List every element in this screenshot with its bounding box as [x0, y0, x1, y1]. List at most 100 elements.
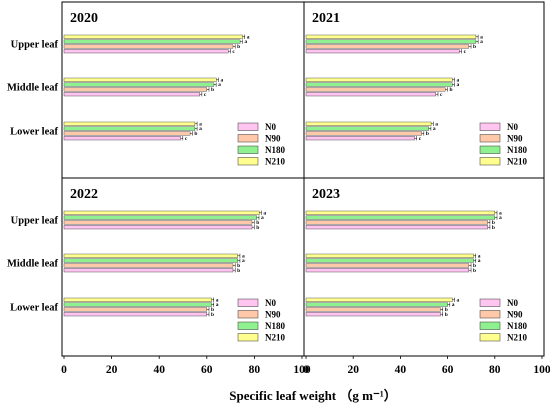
bar-2023-upper-leaf-n180: [305, 215, 496, 220]
significance-label: b: [473, 263, 476, 269]
bar-2023-middle-leaf-n180: [305, 258, 474, 263]
bar-2020-lower-leaf-n90: [63, 131, 191, 136]
bar-2023-middle-leaf-n90: [305, 263, 470, 268]
bar-2022-upper-leaf-n90: [63, 220, 253, 225]
legend-label-n0: N0: [507, 298, 518, 308]
bar-2023-lower-leaf-n180: [305, 302, 448, 307]
legend-swatch-n180: [237, 145, 259, 154]
significance-label: c: [232, 49, 235, 55]
bar-2021-lower-leaf-n0: [305, 136, 415, 141]
bar-2021-upper-leaf-n180: [305, 39, 477, 44]
panel-title-2021: 2021: [312, 11, 340, 26]
bar-2022-lower-leaf-n90: [63, 307, 208, 312]
bar-2022-upper-leaf-n180: [63, 215, 257, 220]
significance-label: a: [457, 297, 460, 303]
bar-2021-lower-leaf-n180: [305, 126, 429, 131]
significance-label: b: [256, 225, 259, 231]
legend-label-n210: N210: [265, 157, 285, 167]
legend-label-n90: N90: [507, 134, 523, 144]
bar-2023-middle-leaf-n0: [305, 268, 470, 273]
significance-label: a: [242, 258, 245, 264]
bar-2021-middle-leaf-n180: [305, 82, 453, 87]
significance-label: b: [211, 312, 214, 318]
category-label-upper-leaf: Upper leaf: [11, 40, 59, 51]
significance-label: b: [237, 44, 240, 50]
significance-label: a: [435, 121, 438, 127]
significance-label: c: [440, 92, 443, 98]
bar-2021-lower-leaf-n90: [305, 131, 422, 136]
bar-2020-upper-leaf-n180: [63, 39, 241, 44]
bar-2021-lower-leaf-n210: [305, 121, 432, 126]
significance-label: b: [211, 307, 214, 313]
bar-2020-upper-leaf-n210: [63, 34, 243, 39]
significance-label: a: [199, 126, 202, 132]
bar-2022-lower-leaf-n180: [63, 302, 212, 307]
legend-label-n0: N0: [507, 122, 518, 132]
x-tick-label: 0: [61, 364, 67, 376]
bar-2020-upper-leaf-n90: [63, 44, 234, 49]
significance-label: b: [211, 87, 214, 93]
x-tick-label: 100: [293, 364, 311, 376]
legend-label-n90: N90: [265, 134, 281, 144]
category-label-middle-leaf: Middle leaf: [7, 259, 59, 270]
significance-label: a: [216, 297, 219, 303]
bar-2022-lower-leaf-n0: [63, 312, 208, 317]
significance-label: c: [204, 92, 207, 98]
legend-label-n210: N210: [265, 333, 285, 343]
panel-title-2023: 2023: [312, 187, 340, 202]
significance-label: a: [480, 34, 483, 40]
significance-label: b: [492, 225, 495, 231]
legend-swatch-n0: [237, 298, 259, 307]
significance-label: a: [478, 253, 481, 259]
x-tick-label: 80: [489, 364, 501, 376]
bar-2022-middle-leaf-n0: [63, 268, 234, 273]
significance-label: a: [480, 39, 483, 45]
x-axis-title: Specific leaf weight （g m⁻¹）: [229, 388, 396, 403]
legend-label-n210: N210: [507, 157, 527, 167]
significance-label: a: [478, 258, 481, 264]
plot-frame: [61, 1, 545, 357]
significance-label: b: [449, 87, 452, 93]
significance-label: c: [185, 136, 188, 142]
legend-label-n180: N180: [265, 145, 285, 155]
category-label-middle-leaf: Middle leaf: [7, 83, 59, 94]
legend-label-n90: N90: [507, 310, 523, 320]
significance-label: a: [242, 253, 245, 259]
legend-label-n0: N0: [265, 298, 276, 308]
legend-label-n90: N90: [265, 310, 281, 320]
significance-label: c: [419, 136, 422, 142]
significance-label: a: [221, 77, 224, 83]
legend-swatch-n90: [479, 134, 501, 143]
legend-swatch-n210: [479, 157, 501, 166]
significance-label: b: [426, 131, 429, 137]
legend-swatch-n90: [237, 134, 259, 143]
bar-2023-lower-leaf-n210: [305, 297, 453, 302]
significance-label: a: [247, 34, 250, 40]
legend-swatch-n0: [479, 122, 501, 131]
legend-swatch-n90: [237, 310, 259, 319]
significance-label: a: [433, 126, 436, 132]
bar-2020-upper-leaf-n0: [63, 49, 229, 54]
legend-label-n180: N180: [265, 321, 285, 331]
bar-2022-lower-leaf-n210: [63, 297, 212, 302]
bar-2021-middle-leaf-n90: [305, 87, 446, 92]
category-label-lower-leaf: Lower leaf: [10, 303, 58, 314]
x-tick-label: 20: [106, 364, 118, 376]
significance-label: b: [256, 220, 259, 226]
x-tick-label: 40: [395, 364, 407, 376]
panel-title-2020: 2020: [70, 11, 98, 26]
significance-label: b: [445, 312, 448, 318]
significance-label: a: [244, 39, 247, 45]
legend-swatch-n90: [479, 310, 501, 319]
legend-label-n210: N210: [507, 333, 527, 343]
legend-swatch-n180: [479, 321, 501, 330]
bar-2020-lower-leaf-n210: [63, 121, 196, 126]
significance-label: a: [216, 302, 219, 308]
legend-swatch-n210: [479, 333, 501, 342]
bar-2021-middle-leaf-n0: [305, 92, 437, 97]
significance-label: b: [492, 220, 495, 226]
bar-2020-middle-leaf-n0: [63, 92, 200, 97]
category-label-upper-leaf: Upper leaf: [11, 216, 59, 227]
bar-2020-middle-leaf-n180: [63, 82, 215, 87]
